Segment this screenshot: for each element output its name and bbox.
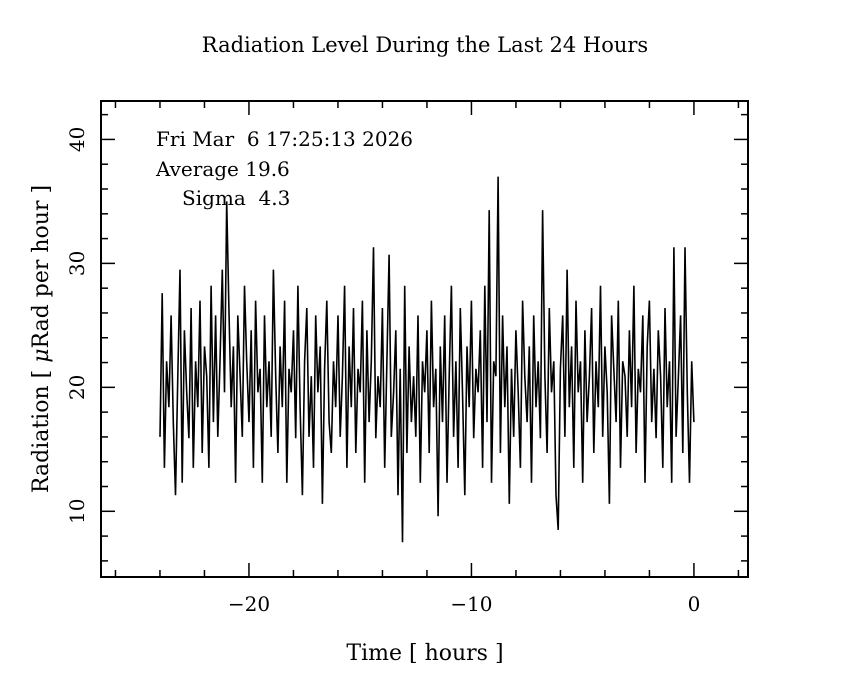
- y-tick-labels: 10 20 30 40: [65, 127, 89, 524]
- plot-frame: [100, 100, 749, 578]
- x-tick-label: −20: [228, 592, 270, 616]
- y-tick-label: 10: [65, 499, 89, 524]
- series-group: [159, 176, 695, 543]
- y-axis-label-prefix: Radiation [: [29, 363, 54, 493]
- average-annotation: Average 19.6: [155, 157, 290, 181]
- y-axis-label: Radiation [ μRad per hour ]: [29, 185, 54, 493]
- chart-title: Radiation Level During the Last 24 Hours: [202, 33, 648, 57]
- x-tick-label: 0: [688, 592, 701, 616]
- y-tick-label: 30: [65, 251, 89, 276]
- timestamp-annotation: Fri Mar 6 17:25:13 2026: [156, 127, 413, 151]
- series-line-radiation: [159, 176, 695, 543]
- y-axis-label-mu: μ: [29, 348, 54, 362]
- y-axis-label-suffix: Rad per hour ]: [29, 185, 54, 349]
- sigma-annotation: Sigma 4.3: [182, 186, 290, 210]
- axis-ticks: [101, 101, 748, 577]
- y-tick-label: 40: [65, 127, 89, 152]
- x-tick-label: −10: [450, 592, 492, 616]
- y-tick-label: 20: [65, 375, 89, 400]
- x-axis-label: Time [ hours ]: [346, 641, 503, 666]
- x-tick-labels: −20 −10 0: [228, 592, 700, 616]
